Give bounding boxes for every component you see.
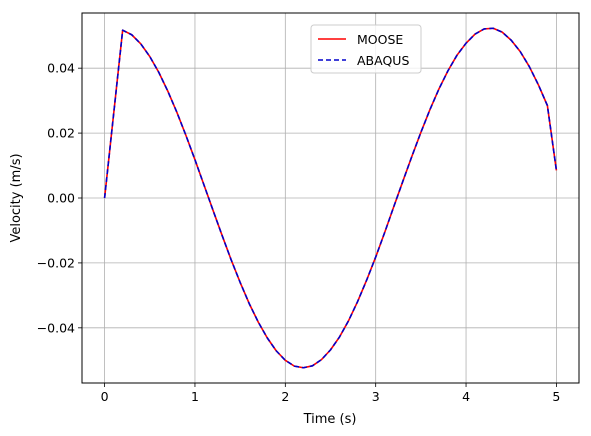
series-group <box>103 27 558 369</box>
y-tick-label: 0.02 <box>47 126 75 141</box>
y-tick-label: 0.04 <box>47 61 75 76</box>
legend: MOOSE ABAQUS <box>310 24 422 74</box>
y-axis-ticks: −0.04 −0.02 0.00 0.02 0.04 <box>37 61 82 335</box>
legend-label-moose: MOOSE <box>357 32 403 47</box>
legend-box <box>310 24 422 74</box>
x-axis-label: Time (s) <box>303 412 357 427</box>
y-axis-label: Velocity (m/s) <box>9 153 24 242</box>
series-line-abaqus <box>103 27 558 369</box>
y-tick-label: −0.04 <box>37 320 75 335</box>
x-tick-label: 1 <box>191 389 199 404</box>
legend-label-abaqus: ABAQUS <box>357 53 409 68</box>
x-tick-label: 0 <box>101 389 109 404</box>
y-tick-label: 0.00 <box>47 191 75 206</box>
x-tick-label: 2 <box>281 389 289 404</box>
x-tick-label: 3 <box>372 389 380 404</box>
x-tick-label: 4 <box>462 389 470 404</box>
x-axis-ticks: 0 1 2 3 4 5 <box>101 383 560 404</box>
y-tick-label: −0.02 <box>37 255 75 270</box>
x-tick-label: 5 <box>552 389 560 404</box>
